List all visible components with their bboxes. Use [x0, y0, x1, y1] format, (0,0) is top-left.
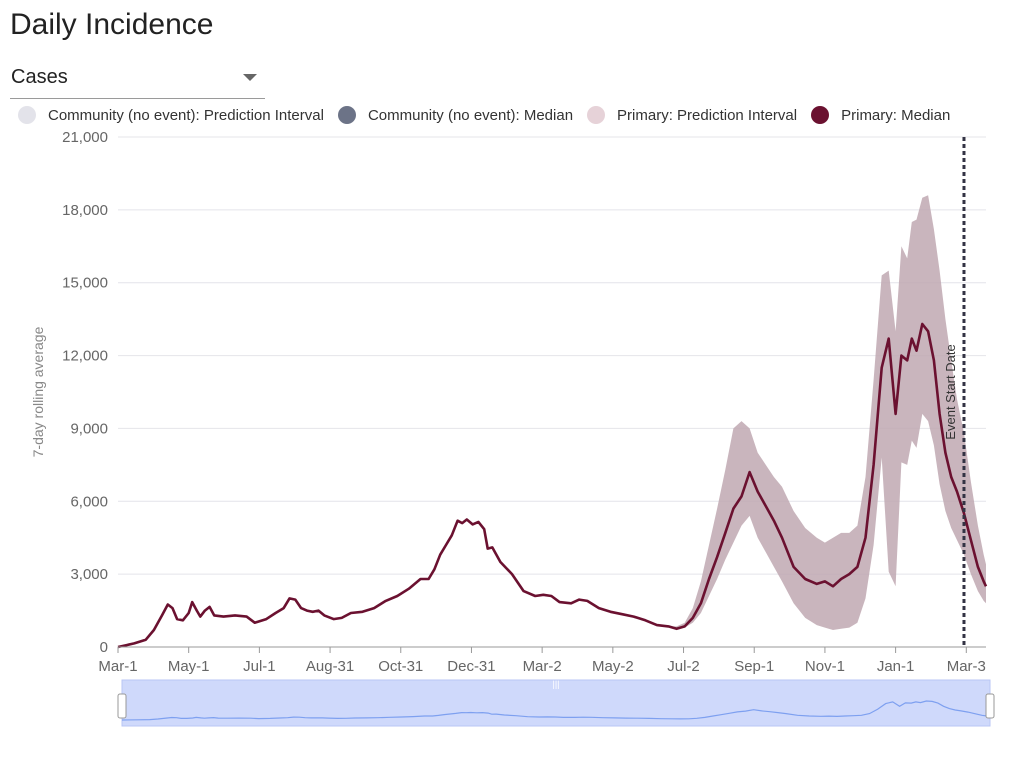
x-tick-label: May-1 [168, 658, 210, 675]
x-tick-label: Jan-1 [877, 658, 915, 675]
navigator-line [121, 700, 991, 721]
y-tick-label: 21,000 [62, 129, 108, 146]
legend-item-primary-median[interactable]: Primary: Median [811, 106, 950, 124]
y-tick-label: 6,000 [70, 493, 108, 510]
legend-item-community-median[interactable]: Community (no event): Median [337, 106, 574, 124]
x-tick-label: Mar-3 [947, 658, 986, 675]
legend-label: Primary: Median [841, 106, 951, 124]
y-axis-ticks: 0 3,000 6,000 9,000 12,000 15,000 18,000 21,000 [62, 129, 108, 656]
median-line [117, 322, 988, 649]
legend-label: Primary: Prediction Interval [617, 106, 798, 124]
x-tick-label: Mar-2 [523, 658, 562, 675]
legend-dot-community-median [337, 106, 356, 124]
x-tick-label: Oct-31 [378, 658, 423, 675]
x-tick-label: Jul-1 [243, 658, 276, 675]
x-tick-label: Nov-1 [805, 658, 845, 675]
legend-label: Community (no event): Prediction Interva… [48, 106, 324, 124]
y-tick-label: 12,000 [62, 348, 108, 365]
grid-lines [118, 136, 986, 575]
x-tick-label: Sep-1 [734, 658, 774, 675]
legend-dot-community-interval [18, 106, 36, 124]
legend-dot-primary-interval [587, 106, 606, 124]
legend-item-community-interval[interactable]: Community (no event): Prediction Interva… [18, 106, 324, 124]
chevron-down-icon [243, 74, 257, 81]
x-tick-label: May-2 [592, 658, 634, 675]
legend: Community (no event): Prediction Interva… [18, 103, 964, 127]
metric-select[interactable]: Cases [10, 62, 265, 99]
legend-dot-primary-median [811, 106, 830, 124]
event-start-label: Event Start Date [943, 344, 958, 439]
page-title: Daily Incidence [10, 8, 214, 41]
x-tick-label: Jul-2 [667, 658, 700, 675]
y-tick-label: 9,000 [70, 420, 108, 437]
x-tick-label: Mar-1 [98, 658, 137, 675]
navigator-handle-left[interactable] [117, 693, 127, 719]
prediction-interval-band [668, 195, 986, 631]
y-tick-label: 18,000 [62, 202, 108, 219]
navigator-grip-icon[interactable]: ||| [552, 679, 559, 689]
x-axis-ticks: Mar-1 May-1 Jul-1 Aug-31 Oct-31 Dec-31 Mar-2 Ma… [98, 647, 986, 675]
navigator-handle-right[interactable] [985, 693, 995, 719]
legend-item-primary-interval[interactable]: Primary: Prediction Interval [587, 106, 797, 124]
range-navigator[interactable]: ||| [117, 679, 995, 727]
x-tick-label: Aug-31 [306, 658, 354, 675]
y-tick-label: 0 [100, 639, 108, 656]
x-tick-label: Dec-31 [447, 658, 495, 675]
y-tick-label: 15,000 [62, 275, 108, 292]
legend-label: Community (no event): Median [367, 106, 574, 124]
y-tick-label: 3,000 [70, 566, 108, 583]
y-axis-label: 7-day rolling average [30, 326, 46, 457]
metric-select-value: Cases [11, 66, 68, 88]
